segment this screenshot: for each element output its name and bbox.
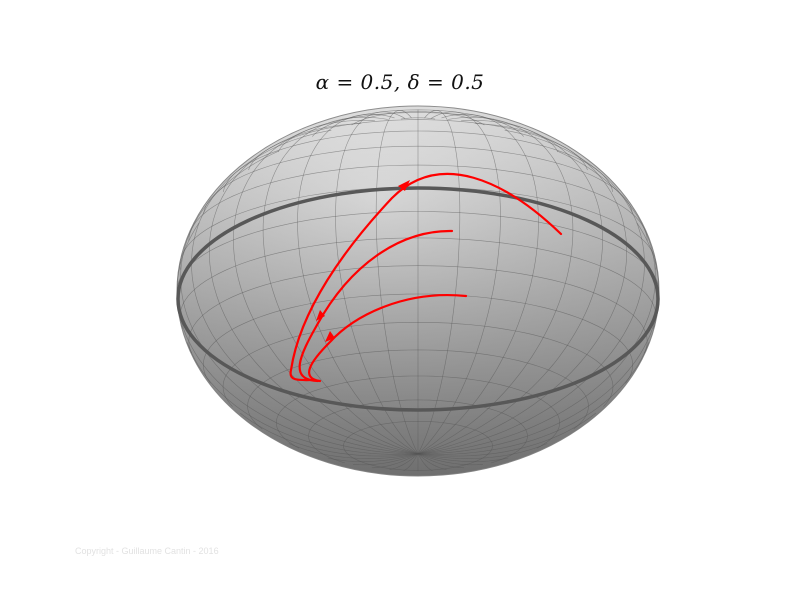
grid-meridian: [177, 222, 419, 455]
grid-meridian: [371, 453, 419, 469]
grid-meridian: [417, 342, 650, 455]
grid-meridian: [327, 453, 419, 462]
trajectory-3: [308, 294, 468, 383]
grid-meridian: [417, 150, 656, 455]
copyright-text: Copyright - Guillaume Cantin - 2016: [75, 546, 219, 556]
grid-meridian: [417, 222, 659, 455]
grid-meridian: [417, 453, 483, 466]
mesh-grid: [177, 109, 659, 472]
arrow-1: [398, 180, 410, 191]
trajectory-2: [298, 229, 454, 383]
grid-meridian: [335, 111, 419, 455]
grid-meridian: [353, 453, 419, 466]
grid-meridian: [297, 113, 419, 455]
grid-meridian: [191, 129, 419, 455]
grid-meridian: [417, 443, 548, 459]
plot-title: α = 0.5, δ = 0.5: [315, 70, 485, 94]
grid-meridian: [417, 120, 603, 455]
trajectory-1: [289, 172, 563, 382]
equator-ring: [176, 186, 660, 412]
grid-meridian: [403, 453, 419, 472]
arrow-2: [316, 310, 325, 321]
grid-meridian: [208, 123, 419, 455]
grid-meridian: [375, 110, 419, 454]
grid-meridian: [417, 453, 447, 470]
grid-meridian: [417, 111, 501, 455]
grid-meridian: [233, 120, 419, 455]
grid-meridian: [389, 453, 419, 470]
grid-meridian: [417, 453, 433, 472]
grid-meridian: [417, 110, 461, 454]
grid-meridian: [417, 453, 465, 469]
trajectory-arrows: [316, 180, 410, 342]
grid-meridian: [186, 342, 419, 455]
grid-meridian: [417, 123, 628, 455]
grid-meridian: [240, 412, 419, 457]
grid-meridian: [417, 412, 596, 457]
trajectories: [289, 172, 563, 383]
grid-meridian: [288, 443, 419, 459]
arrow-3: [325, 331, 335, 342]
grid-meridian: [417, 453, 509, 462]
grid-meridian: [417, 129, 645, 455]
